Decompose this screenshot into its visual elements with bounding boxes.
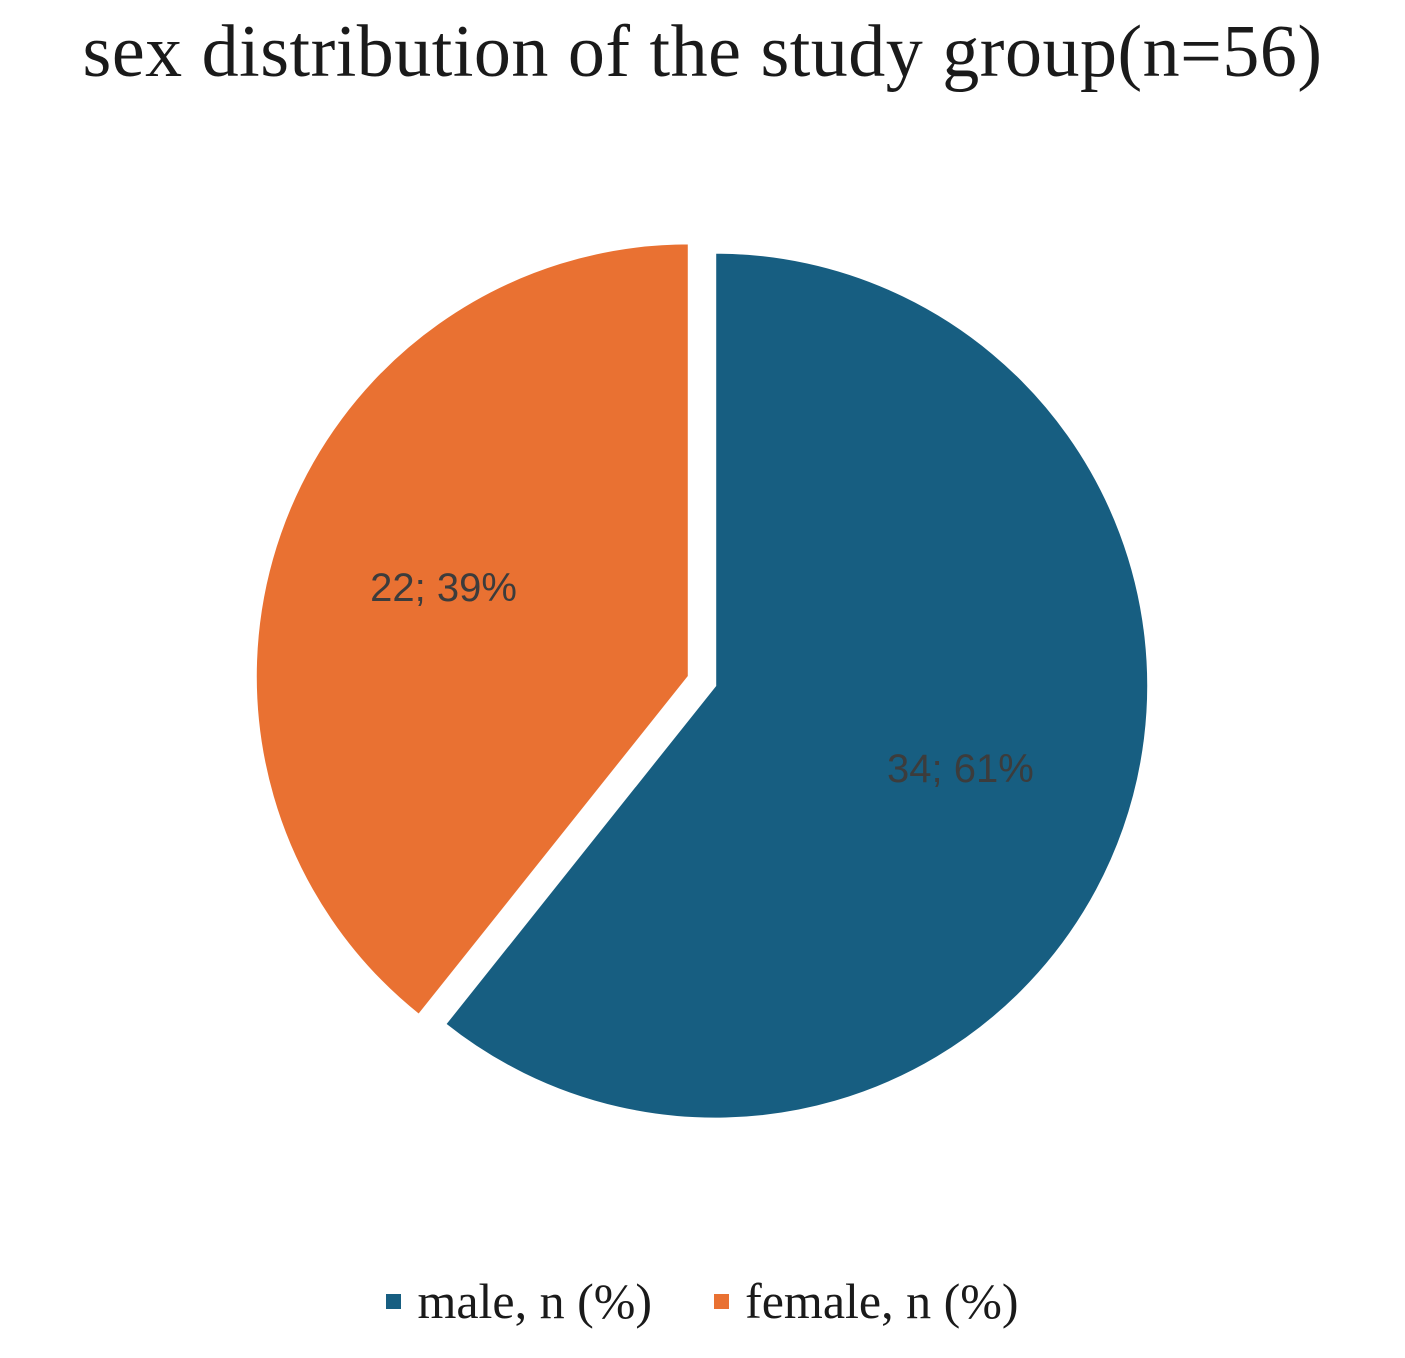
pie-slice-female bbox=[254, 242, 690, 1017]
legend-label-female: female, n (%) bbox=[745, 1273, 1019, 1329]
legend-item-male: male, n (%) bbox=[386, 1272, 652, 1330]
chart-title: sex distribution of the study group(n=56… bbox=[82, 11, 1323, 93]
data-label-female: 22; 39% bbox=[370, 566, 517, 610]
pie-slice-male bbox=[443, 251, 1150, 1120]
legend-swatch-male bbox=[386, 1293, 402, 1309]
legend-item-female: female, n (%) bbox=[714, 1272, 1019, 1330]
data-label-male: 34; 61% bbox=[887, 747, 1034, 791]
legend-swatch-female bbox=[714, 1293, 730, 1309]
legend-label-male: male, n (%) bbox=[417, 1273, 653, 1329]
legend: male, n (%) female, n (%) bbox=[0, 1272, 1405, 1330]
pie-chart: 34; 61% 22; 39% bbox=[254, 242, 1150, 1120]
